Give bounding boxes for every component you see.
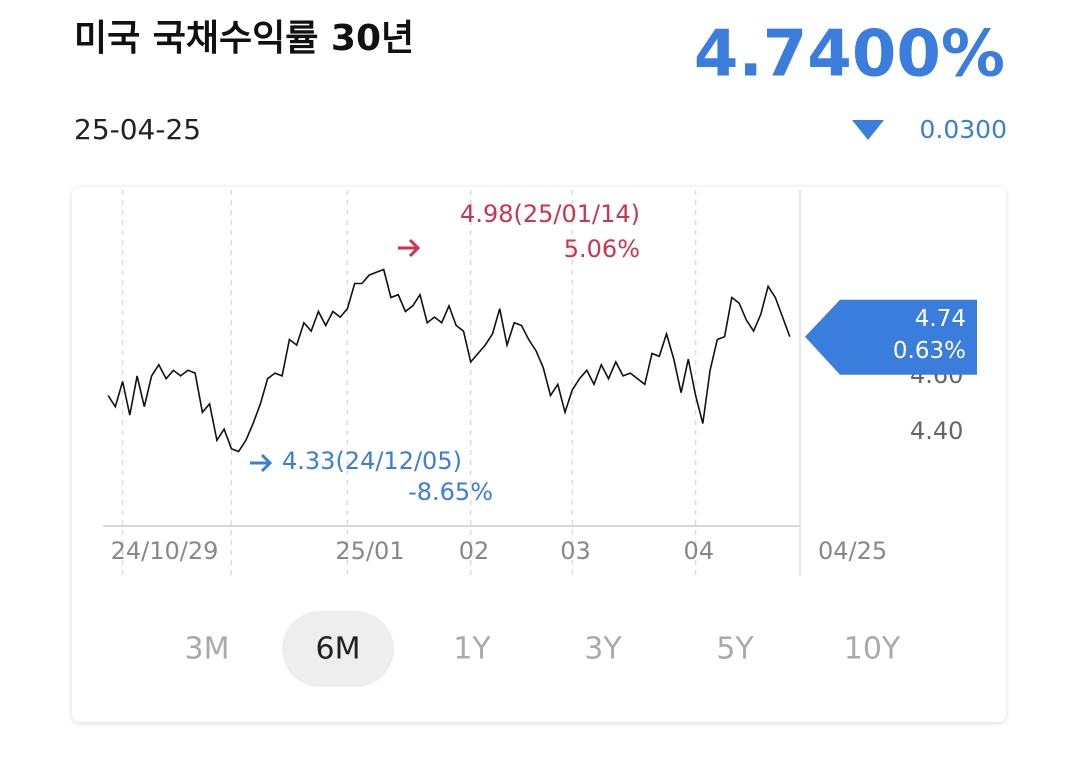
max-label: 4.98(25/01/14) [460,200,640,228]
x-tick-label: 04 [684,537,715,565]
price: 4.7400% [694,18,1005,92]
badge-value: 4.74 [915,306,966,332]
title: 미국 국채수익률 30년 [74,18,414,59]
x-tick-label: 24/10/29 [111,537,219,565]
min-label: 4.33(24/12/05) [282,447,462,475]
range-tab[interactable]: 10Y [844,632,901,667]
range-tab[interactable]: 3M [185,632,230,667]
range-active-bg [282,611,394,687]
range-tab[interactable]: 6M [316,632,361,667]
x-tick-label: 25/01 [335,537,404,565]
arrow [398,238,421,258]
min-annotation: 4.33(24/12/05) -8.65% [250,447,493,506]
date: 25-04-25 [74,113,201,146]
badge-change: 0.63% [893,338,966,364]
change: 0.0300 [920,115,1007,144]
x-tick-label: 04/25 [818,537,887,565]
range-tab[interactable]: 1Y [453,632,491,667]
x-tick-label: 02 [459,537,490,565]
range-tab[interactable]: 5Y [716,632,754,667]
max-change: 5.06% [564,235,640,263]
max-annotation: 4.98(25/01/14) 5.06% [398,200,640,263]
x-tick-label: 03 [560,537,591,565]
arrow [250,453,273,473]
down-icon [852,120,884,140]
plot: 24/10/29 25/01 02 03 04 04/254.404.60 [103,190,963,576]
range-tab[interactable]: 3Y [584,632,622,667]
y-tick-label: 4.40 [910,417,963,445]
min-change: -8.65% [408,478,493,506]
badge-shape [805,299,977,375]
price-line [107,268,791,453]
last-badge: 4.74 0.63% [805,299,977,375]
range-tabs: 3M 6M 1Y 3Y 5Y 10Y [185,611,901,687]
card [72,187,1006,722]
